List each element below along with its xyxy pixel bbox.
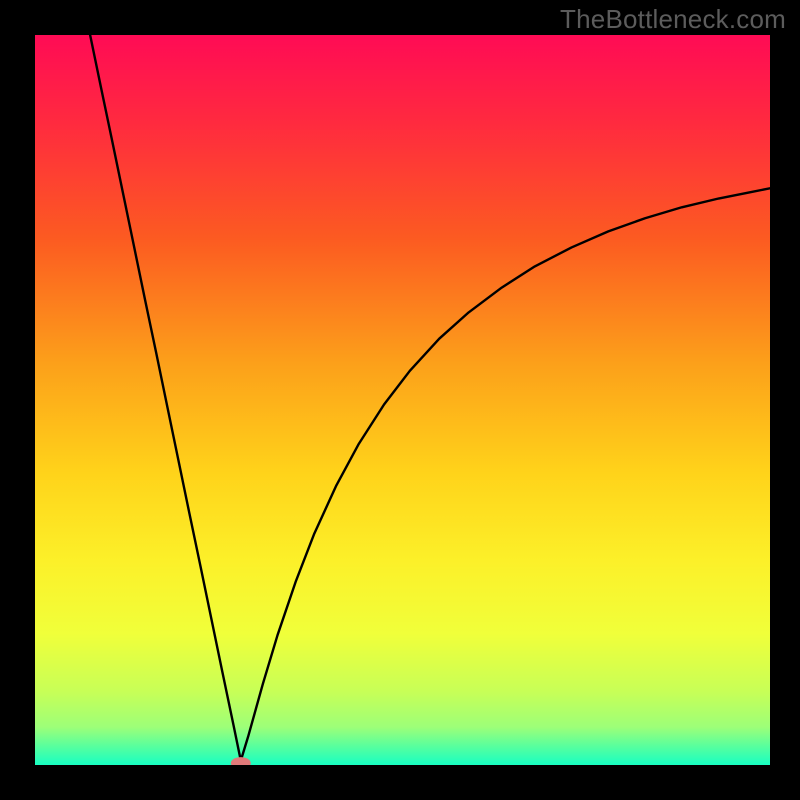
chart-stage: TheBottleneck.com — [0, 0, 800, 800]
bottleneck-chart — [35, 35, 770, 765]
plot-area — [35, 35, 770, 765]
watermark-label: TheBottleneck.com — [560, 4, 786, 35]
gradient-background — [35, 35, 770, 765]
